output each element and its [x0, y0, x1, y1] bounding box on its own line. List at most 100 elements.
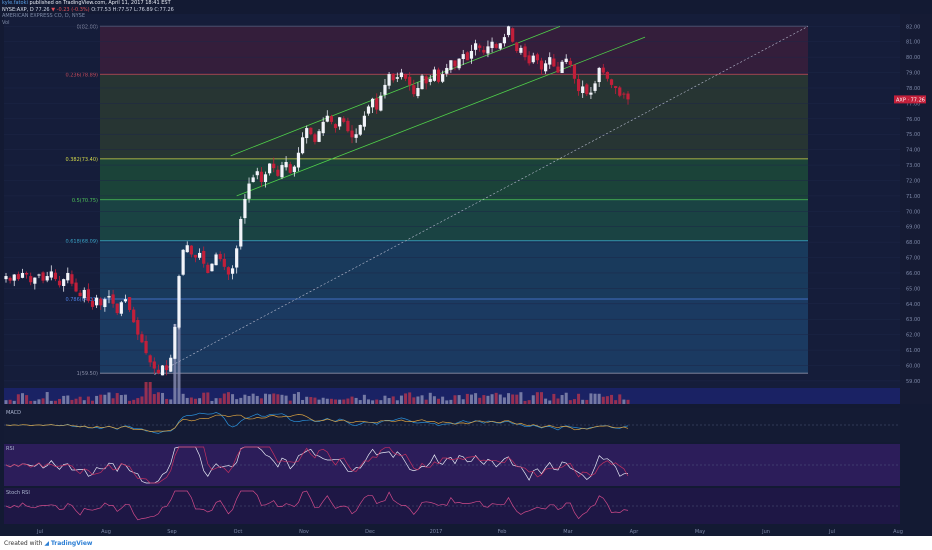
- stoch-pane-label: Stoch RSI: [6, 490, 30, 496]
- y-tick-label: 81.00: [906, 40, 920, 46]
- volume-bar: [177, 324, 181, 404]
- candle-body: [519, 47, 523, 53]
- candle-body: [375, 98, 379, 110]
- volume-bar: [498, 394, 502, 404]
- volume-bar: [214, 398, 218, 404]
- volume-bar: [70, 399, 74, 404]
- candle-body: [12, 274, 16, 281]
- x-tick-label: May: [695, 529, 705, 535]
- price-chart[interactable]: 0(82.00) 0.236(78.89) 0.382(73.40) 0.5(70.7…: [0, 0, 932, 536]
- y-tick-label: 67.00: [906, 256, 920, 262]
- candle-body: [276, 169, 280, 176]
- candle-body: [66, 272, 70, 281]
- candle-body: [300, 137, 305, 154]
- volume-bar: [12, 400, 16, 404]
- x-tick-label: Nov: [299, 529, 309, 535]
- symbol-label[interactable]: NYSE:AXP, D: [2, 6, 34, 13]
- candle-body: [41, 272, 45, 281]
- volume-bar: [86, 396, 90, 404]
- volume-bar: [103, 394, 107, 404]
- volume-bar: [74, 398, 78, 404]
- volume-bar: [231, 394, 235, 404]
- volume-bar: [20, 393, 24, 404]
- fib-label: 1(59.50): [77, 371, 98, 377]
- x-axis[interactable]: Jul Aug Sep Oct Nov Dec 2017 Feb Mar Apr May Jun Jul…: [0, 526, 932, 536]
- volume-bar: [531, 395, 535, 404]
- volume-bar: [614, 400, 618, 404]
- y-tick-label: 60.00: [906, 363, 920, 369]
- candle-body: [33, 277, 37, 284]
- x-tick-label: Apr: [630, 529, 640, 535]
- volume-bar: [268, 394, 272, 404]
- y-tick-label: 64.00: [906, 302, 920, 308]
- brand-text[interactable]: TradingView: [50, 540, 93, 547]
- candle-body: [511, 28, 515, 42]
- author-link[interactable]: kyle.fatoki: [2, 0, 28, 6]
- candle-body: [572, 64, 577, 79]
- y-tick-label: 77.00: [906, 101, 920, 107]
- y-tick-label: 82.00: [906, 24, 920, 30]
- candle-body: [99, 298, 103, 306]
- volume-bar: [412, 397, 416, 404]
- candle-body: [8, 277, 12, 281]
- candle-body: [230, 268, 235, 274]
- volume-bar: [535, 392, 539, 404]
- volume-bar: [8, 399, 12, 404]
- volume-bar: [309, 397, 313, 404]
- volume-bar: [346, 398, 350, 404]
- volume-bar: [148, 382, 152, 404]
- volume-bar: [292, 393, 296, 404]
- candle-body: [465, 52, 469, 61]
- candle-body: [235, 248, 239, 268]
- publish-line: kyle.fatoki published on TradingView.com…: [2, 0, 702, 7]
- candle-body: [362, 115, 366, 127]
- volume-bar: [193, 398, 197, 404]
- trend-lines[interactable]: [154, 25, 809, 375]
- volume-bar: [222, 393, 226, 404]
- x-axis-bg: [0, 526, 932, 536]
- candles: [4, 25, 630, 376]
- volume-bar: [490, 394, 494, 404]
- candle-body: [321, 121, 325, 134]
- volume-bar: [354, 397, 358, 404]
- candle-body: [296, 152, 301, 168]
- volume-bar: [432, 396, 436, 404]
- volume-bar: [136, 398, 140, 404]
- x-tick-label: Jul: [36, 529, 43, 535]
- candle-body: [539, 60, 544, 70]
- volume-bar: [519, 392, 523, 404]
- volume-bar: [605, 396, 609, 404]
- tradingview-logo-icon: ◢: [44, 540, 49, 547]
- volume-bar: [305, 396, 309, 404]
- candle-body: [609, 79, 614, 85]
- volume-bar: [123, 394, 127, 404]
- candle-body: [387, 74, 391, 86]
- candle-body: [62, 279, 66, 286]
- y-tick-label: 80.00: [906, 55, 920, 61]
- volume-bar: [338, 399, 342, 404]
- candle-body: [152, 361, 156, 369]
- volume-bar: [156, 392, 160, 404]
- candle-body: [379, 95, 383, 111]
- fib-retracement[interactable]: 0(82.00) 0.236(78.89) 0.382(73.40) 0.5(70.7…: [65, 24, 808, 377]
- ohlc-values: O:77.53 H:77.57 L:76.89 C:77.26: [91, 6, 174, 13]
- candle-body: [523, 46, 527, 58]
- volume-bar: [572, 399, 576, 404]
- candle-body: [449, 60, 453, 70]
- candle-body: [268, 163, 272, 174]
- candle-body: [148, 355, 152, 363]
- candle-body: [342, 118, 346, 122]
- fib-label: 0.236(78.89): [65, 72, 98, 78]
- created-with-text: Created with: [4, 540, 43, 547]
- y-tick-label: 74.00: [906, 148, 920, 154]
- y-tick-label: 70.00: [906, 209, 920, 215]
- y-tick-label: 62.00: [906, 333, 920, 339]
- candle-body: [589, 92, 593, 95]
- candle-body: [585, 84, 589, 95]
- candle-body: [618, 87, 622, 96]
- candle-body: [214, 254, 218, 266]
- candle-body: [181, 249, 185, 275]
- candle-body: [395, 77, 399, 79]
- candle-body: [49, 271, 53, 278]
- y-axis[interactable]: 82.00 81.00 80.00 79.00 78.00 77.00 76.00 75.00…: [894, 14, 932, 404]
